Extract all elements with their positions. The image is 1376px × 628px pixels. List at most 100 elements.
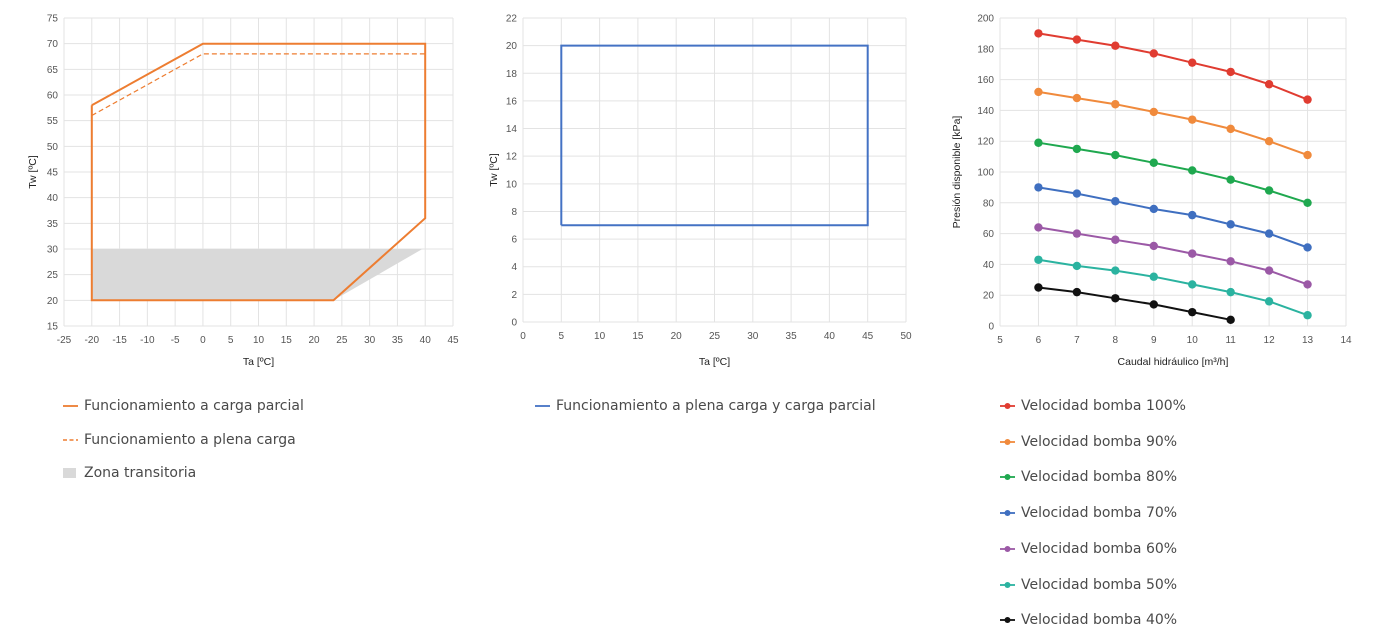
series-line-6	[1038, 258, 1308, 317]
legend-item: Funcionamiento a plena carga y carga par…	[535, 398, 876, 414]
y-tick-label: 140	[977, 106, 994, 117]
y-tick-label: 55	[47, 116, 59, 127]
series-line-5	[1038, 226, 1308, 286]
legend-item: Funcionamiento a carga parcial	[63, 398, 304, 414]
series-line-7	[1038, 286, 1231, 321]
x-tick-label: 45	[862, 331, 874, 342]
x-tick-label: 5	[559, 331, 565, 342]
y-tick-label: 12	[506, 152, 518, 163]
legend-item: Velocidad bomba 80%	[1000, 469, 1177, 485]
data-point	[1264, 229, 1274, 238]
data-point	[1034, 87, 1043, 97]
series-line-1	[90, 42, 427, 302]
legend-label: Velocidad bomba 60%	[1021, 540, 1178, 557]
legend-label: Funcionamiento a carga parcial	[84, 398, 304, 414]
data-point	[1034, 138, 1043, 147]
x-tick-label: 15	[632, 331, 644, 342]
y-tick-label: 30	[47, 245, 59, 256]
legend-label: Velocidad bomba 70%	[1021, 505, 1178, 522]
legend-label: Zona transitoria	[84, 465, 197, 481]
x-tick-label: 8	[1113, 335, 1119, 346]
x-tick-label: 50	[900, 331, 912, 342]
series-line-3	[1038, 141, 1308, 204]
y-tick-label: 100	[977, 168, 994, 179]
data-point	[1188, 280, 1197, 289]
x-tick-label: 25	[336, 335, 348, 346]
y-tick-label: 25	[47, 270, 59, 281]
series-line-4	[1038, 186, 1308, 249]
charts-canvas: -25 -20 -15 -10 -5 0 5 10 15 20 25 30 35 40 4515202530…	[27, 14, 1352, 369]
data-point	[1188, 115, 1197, 124]
y-tick-label: 120	[977, 137, 994, 148]
data-point	[1303, 150, 1312, 160]
legend-item: Velocidad bomba 50%	[1000, 577, 1177, 593]
x-tick-label: -25	[57, 335, 72, 346]
y-tick-label: 50	[47, 142, 59, 153]
data-point	[1303, 95, 1312, 104]
y-tick-label: 60	[47, 91, 59, 102]
data-point	[1226, 220, 1235, 229]
legend-swatch-icon	[1000, 545, 1015, 552]
data-point	[1034, 255, 1043, 264]
x-tick-label: 30	[747, 331, 759, 342]
x-tick-label: 0	[200, 335, 206, 346]
y-tick-label: 22	[506, 14, 518, 25]
data-point	[1303, 280, 1312, 289]
legend-item: Velocidad bomba 70%	[1000, 505, 1177, 521]
x-tick-label: 15	[281, 335, 293, 346]
data-point	[1072, 35, 1082, 44]
y-tick-label: 6	[511, 235, 517, 246]
legend-swatch-icon	[1000, 474, 1015, 481]
data-point	[1072, 189, 1082, 198]
data-point	[1188, 249, 1197, 258]
x-axis-label: Caudal hidráulico [m³/h]	[1118, 356, 1229, 368]
legend-item: Velocidad bomba 60%	[1000, 541, 1177, 557]
y-tick-label: 20	[47, 296, 59, 307]
data-point	[1226, 257, 1235, 266]
legend-label: Funcionamiento a plena carga	[84, 431, 296, 448]
data-point	[1034, 183, 1043, 192]
legend-item: Velocidad bomba 90%	[1000, 434, 1177, 450]
legend-swatch-icon	[1000, 510, 1015, 517]
data-point	[1149, 241, 1158, 251]
data-point	[1264, 186, 1274, 195]
data-point	[1303, 198, 1312, 207]
data-point	[1034, 223, 1043, 232]
data-point	[1111, 266, 1120, 275]
data-point	[1111, 41, 1120, 50]
data-point	[1226, 315, 1235, 325]
x-tick-label: 13	[1302, 335, 1314, 346]
y-tick-label: 0	[511, 318, 517, 329]
data-point	[1149, 107, 1158, 117]
y-tick-label: 75	[47, 14, 59, 25]
y-tick-label: 40	[47, 193, 59, 204]
x-tick-label: 11	[1225, 335, 1236, 346]
x-tick-label: -5	[171, 335, 180, 346]
y-tick-label: 60	[983, 229, 995, 240]
y-tick-label: 45	[47, 168, 59, 179]
data-point	[1111, 235, 1120, 244]
chart-2: 0 5 10 15 20 25 30 35 40 45 50 0 2 4 6 8 10 12 14 16 18 20 22 T…	[488, 14, 912, 369]
data-point	[1072, 229, 1082, 238]
series-line-1	[1038, 32, 1308, 101]
data-point	[1264, 137, 1274, 146]
legend-label: Funcionamiento a plena carga y carga par…	[556, 398, 876, 414]
x-tick-label: 40	[824, 331, 836, 342]
legend-swatch-icon	[63, 405, 78, 407]
y-tick-label: 35	[47, 219, 59, 230]
y-axis-label: Tw [ºC]	[27, 155, 39, 189]
x-tick-label: 30	[364, 335, 376, 346]
data-point	[1303, 311, 1312, 320]
data-point	[1264, 297, 1274, 306]
data-point	[1111, 294, 1120, 303]
legend-swatch-icon	[1000, 438, 1015, 445]
data-point	[1111, 150, 1120, 160]
data-point	[1264, 266, 1274, 275]
data-point	[1149, 49, 1158, 58]
data-point	[1264, 80, 1274, 89]
data-point	[1034, 29, 1043, 38]
y-axis-label: Tw [ºC]	[488, 153, 500, 187]
data-point	[1188, 58, 1197, 67]
transitory-zone-area	[91, 249, 423, 301]
chart-3: 5 6 7 8 9 10 11 12 13 140204060801001201401601802…	[951, 14, 1352, 369]
